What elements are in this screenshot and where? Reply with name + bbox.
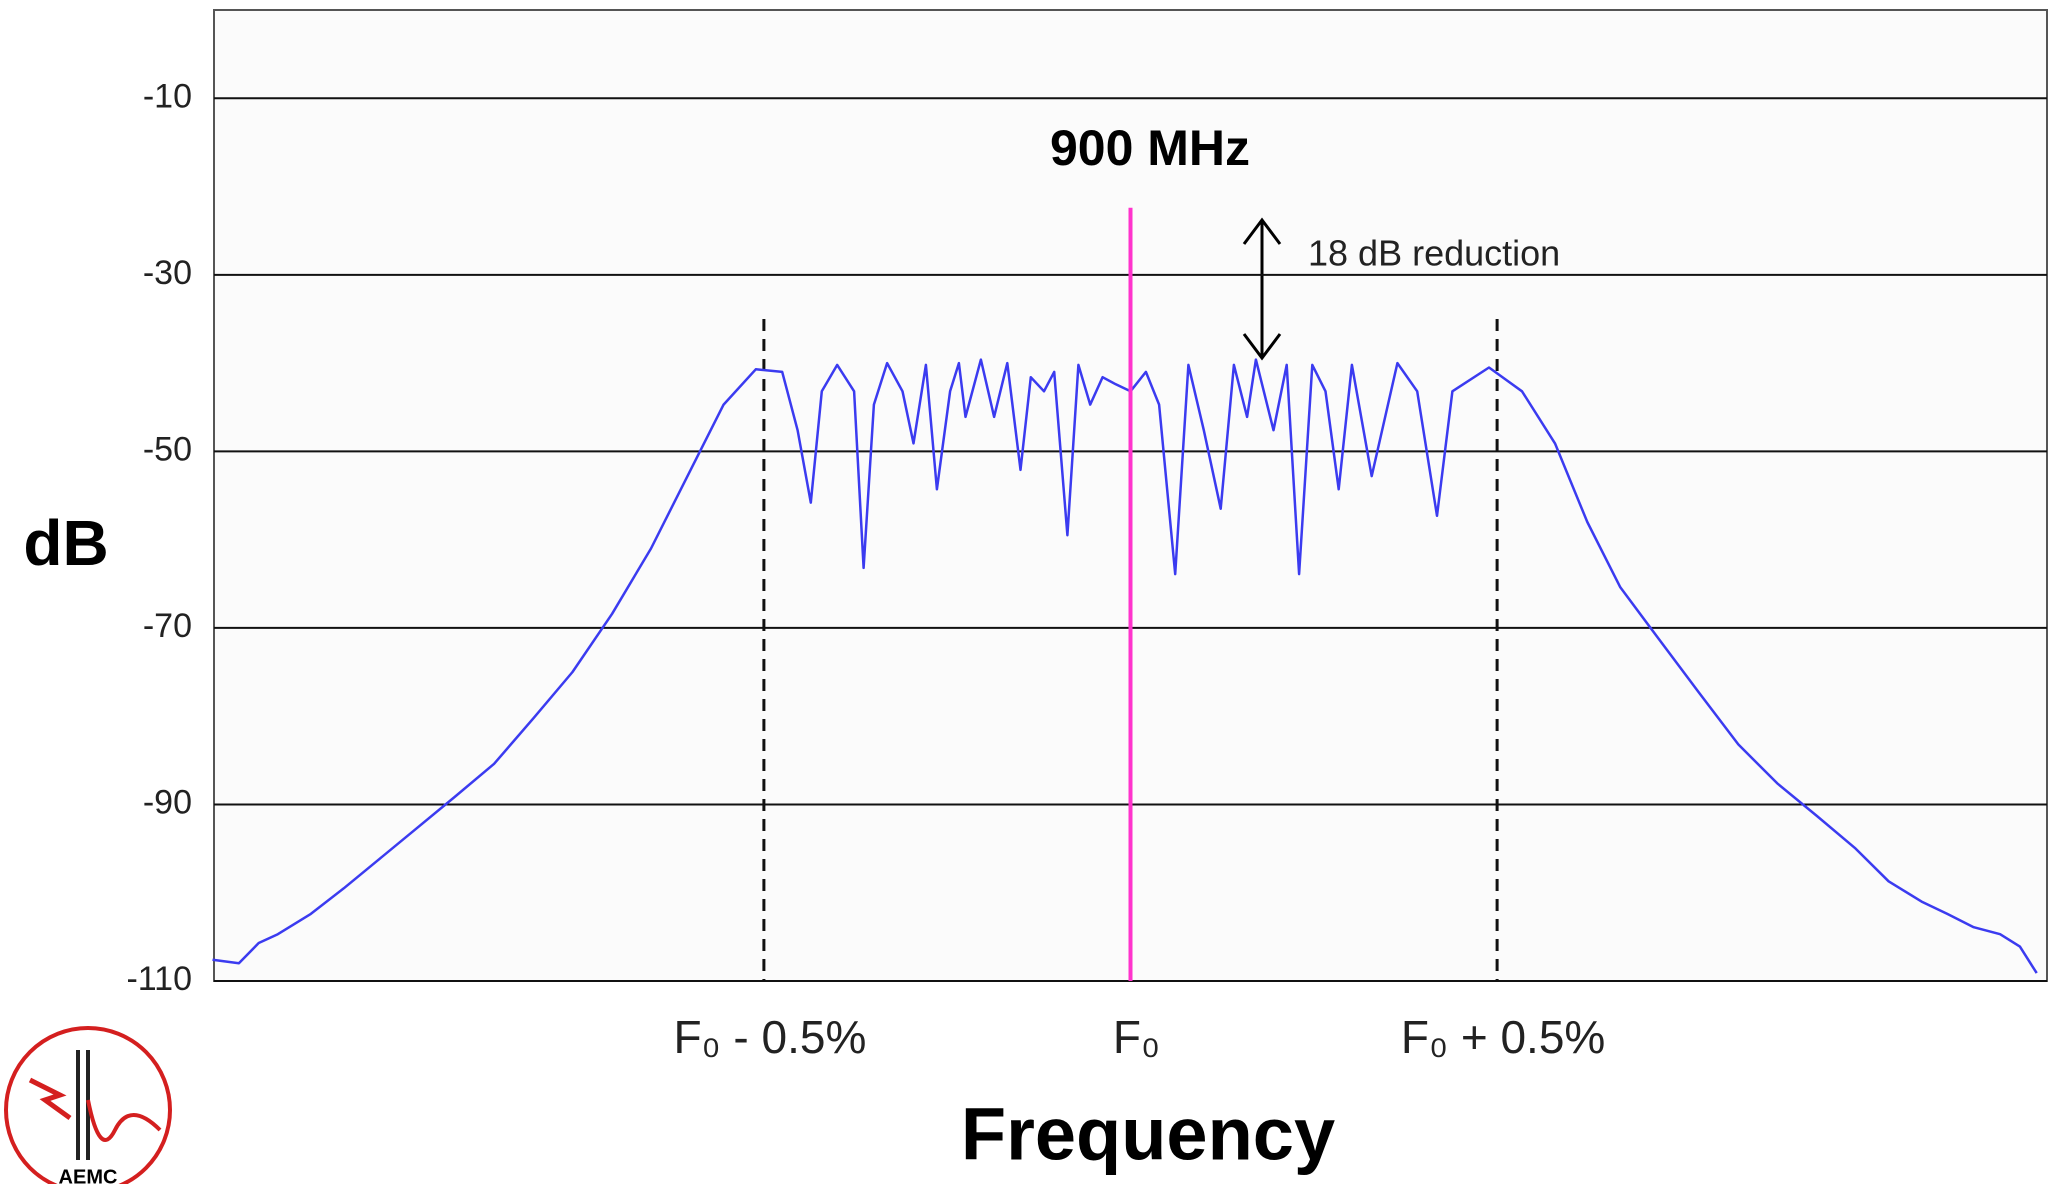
- y-tick-label: -70: [143, 607, 192, 645]
- x-tick-label: F₀ + 0.5%: [1401, 1011, 1605, 1063]
- logo: AEMC: [4, 1026, 172, 1184]
- x-tick-label: F₀ - 0.5%: [673, 1011, 866, 1063]
- chart-title: 900 MHz: [1050, 120, 1250, 176]
- y-tick-label: -110: [126, 960, 192, 998]
- logo-text: AEMC: [59, 1166, 118, 1184]
- y-tick-label: -10: [143, 77, 192, 115]
- y-tick-label: -90: [143, 783, 192, 821]
- series-line: [212, 358, 2038, 974]
- y-tick-label: -50: [143, 430, 192, 468]
- y-axis-label: dB: [23, 507, 108, 579]
- y-tick-label: -30: [143, 254, 192, 292]
- x-tick-label: F₀: [1113, 1011, 1160, 1063]
- x-axis-label: Frequency: [961, 1093, 1335, 1176]
- reduction-arrow: [1242, 217, 1282, 361]
- annotation: 18 dB reduction: [1308, 233, 1560, 274]
